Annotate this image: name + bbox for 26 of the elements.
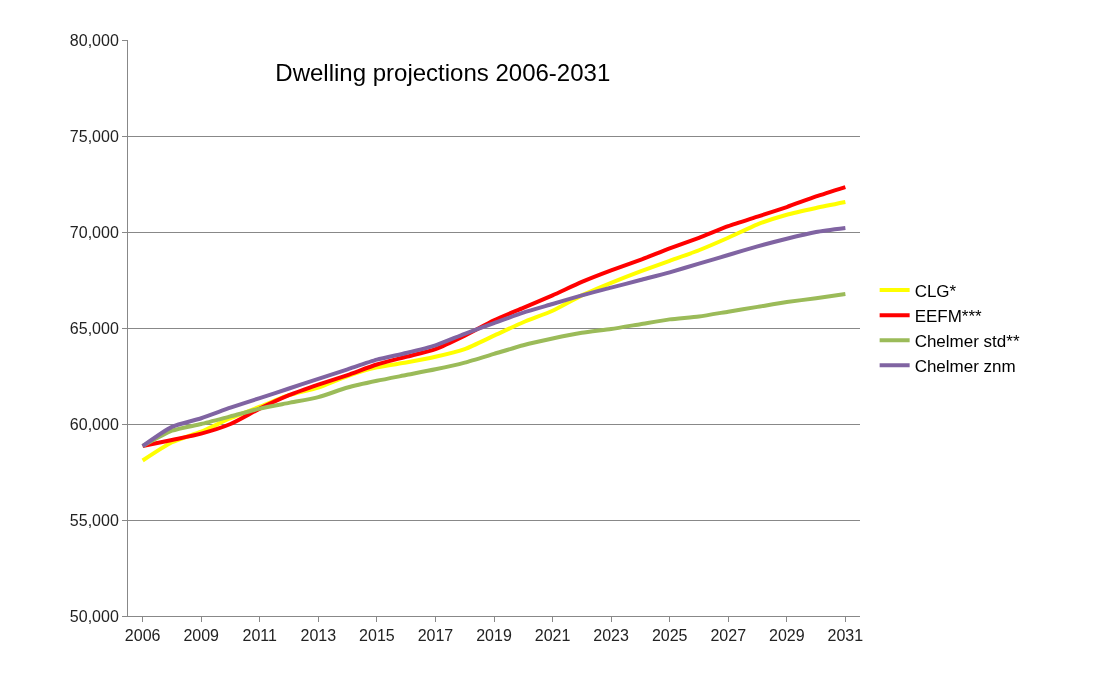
x-tick-label: 2021 [534,627,571,645]
y-tick-label: 70,000 [69,223,119,241]
y-tick-label: 55,000 [69,511,119,529]
y-tick-label: 80,000 [69,31,119,49]
x-tick-label: 2017 [417,627,454,645]
x-tick-label: 2019 [476,627,512,645]
x-tick-label: 2025 [651,627,688,645]
x-tick-label: 2009 [183,627,220,645]
y-tick-label: 65,000 [69,319,119,337]
x-tick-label: 2015 [359,627,395,645]
x-tick-label: 2027 [710,627,747,645]
x-tick-label: 2029 [769,627,805,645]
x-tick-label: 2031 [827,627,864,645]
y-tick-label: 75,000 [69,127,119,145]
x-tick-label: 2013 [300,627,337,645]
legend-label: Chelmer std** [914,331,1020,351]
x-tick-label: 2006 [124,627,161,645]
y-tick-label: 60,000 [69,415,119,433]
x-tick-label: 2011 [242,627,278,645]
x-tick-label: 2023 [593,627,630,645]
y-tick-label: 50,000 [69,607,119,625]
line-series [140,292,848,449]
text: Dwelling projections 2006-2031 [275,59,611,87]
legend-label: EEFM*** [914,306,983,326]
legend-label: Chelmer znm [914,356,1016,376]
legend-label: CLG* [914,281,957,301]
